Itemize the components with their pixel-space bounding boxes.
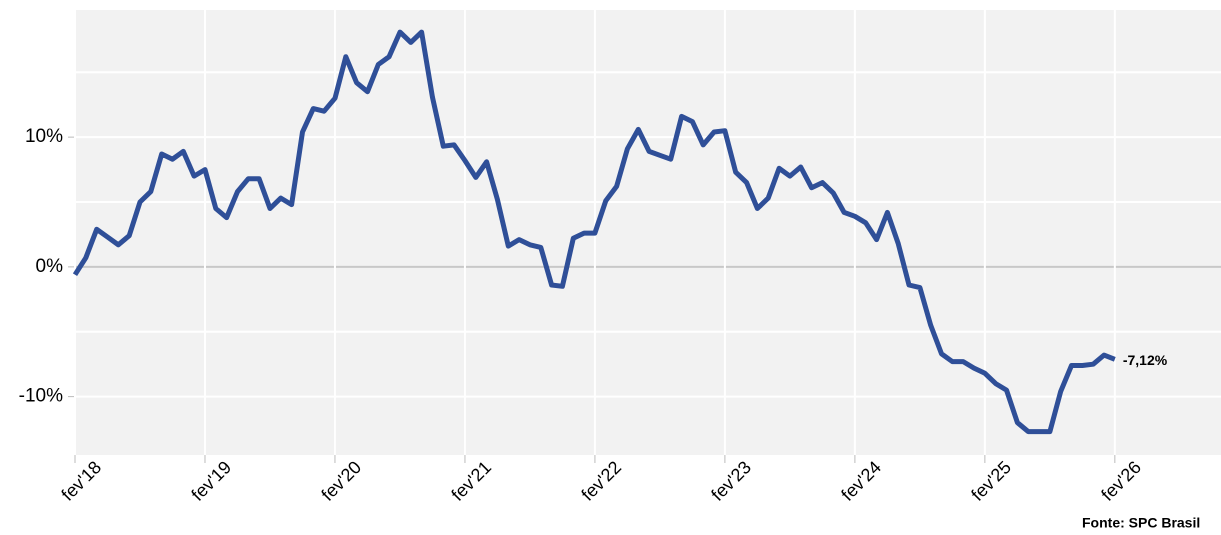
y-tick-label: 0% (36, 256, 64, 277)
y-tick-label: -10% (19, 386, 63, 407)
plot-area (75, 10, 1221, 455)
x-tick-label: fev'18 (57, 457, 105, 505)
x-tick-label: fev'21 (447, 457, 495, 505)
x-tick-label: fev'25 (967, 457, 1015, 505)
x-tick-label: fev'24 (837, 457, 885, 505)
line-series (72, 29, 1116, 435)
x-tick-label: fev'20 (317, 457, 365, 505)
value-label: -7,12% (1123, 352, 1168, 368)
x-tick-label: fev'26 (1097, 457, 1145, 505)
x-tick-label: fev'19 (187, 457, 235, 505)
x-tick-label: fev'23 (707, 457, 755, 505)
source: Fonte: SPC Brasil (1082, 515, 1200, 531)
x-tick-label: fev'22 (577, 457, 625, 505)
y-tick-label: 10% (25, 126, 63, 147)
